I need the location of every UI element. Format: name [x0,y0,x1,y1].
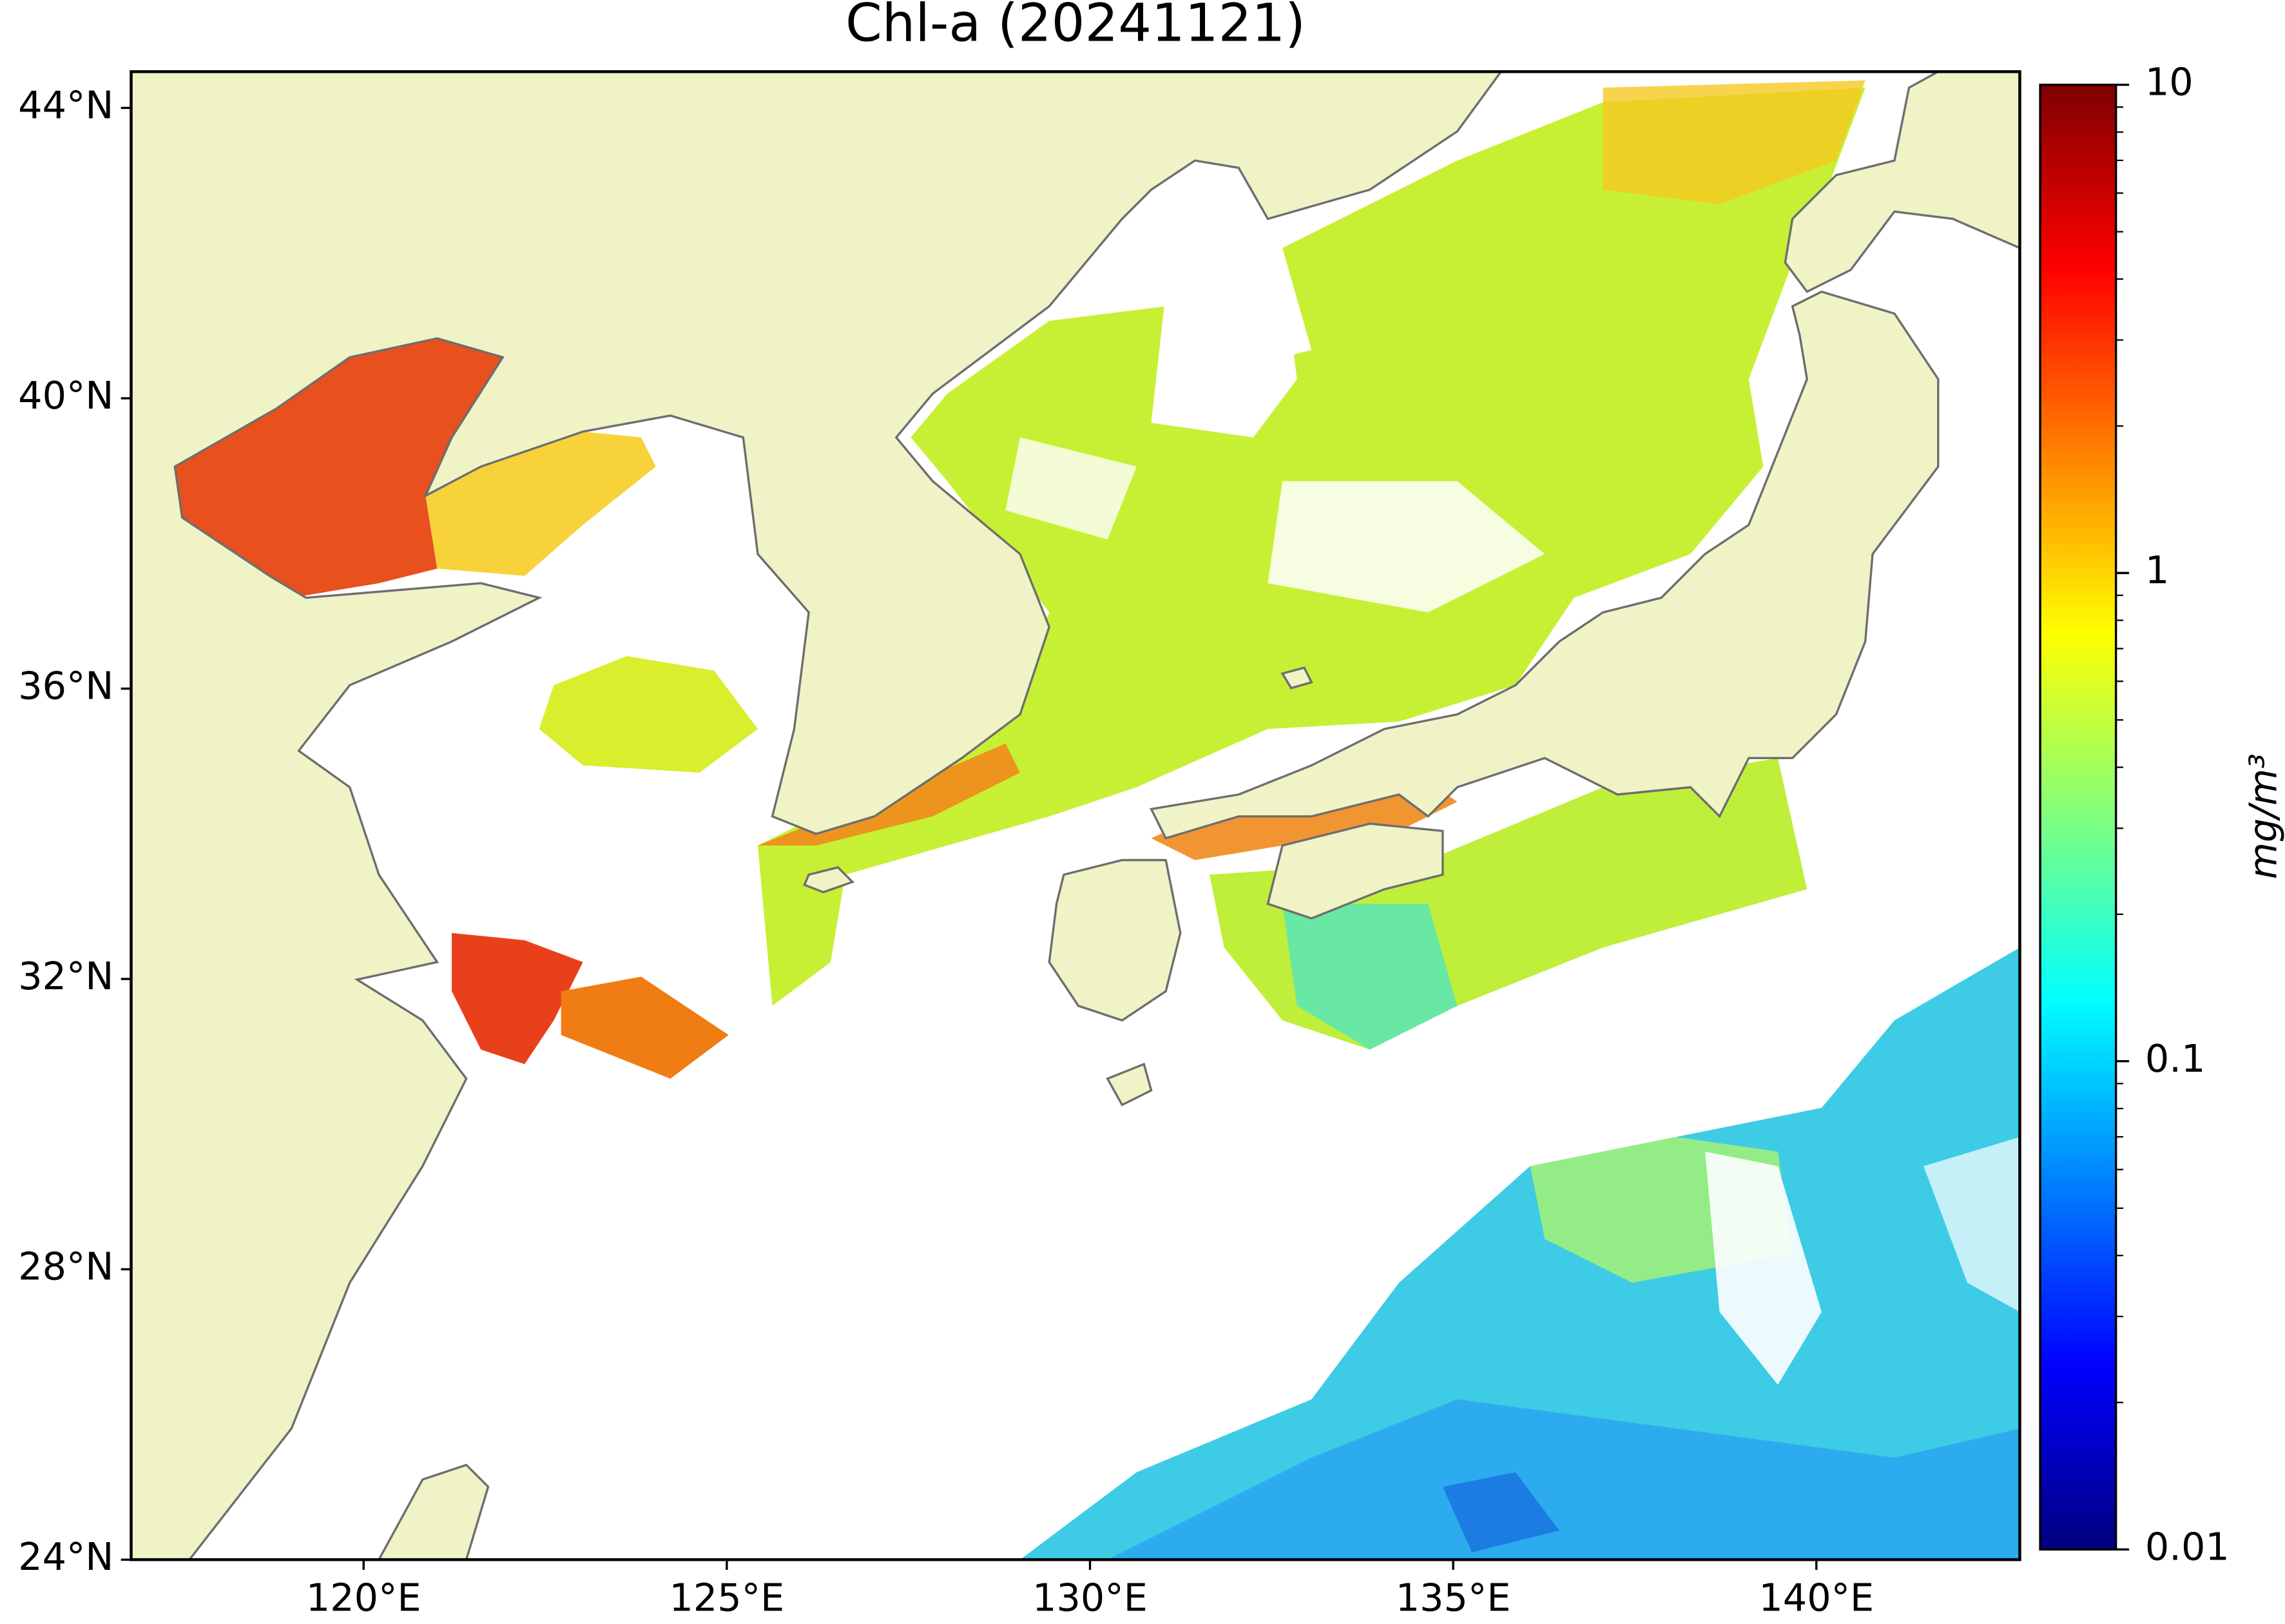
chlorophyll-patch [425,431,656,576]
map-area [131,72,2020,1560]
colorbar-label: mg/m³ [2241,753,2285,879]
colorbar-tick-label: 0.01 [2145,1524,2230,1569]
land [803,866,855,894]
chart-title: Chl-a (20241121) [845,0,1306,54]
colorbar-tick-label: 0.1 [2145,1036,2205,1081]
x-tick-label: 125°E [670,1576,785,1620]
chlorophyll-patch [1923,1137,2020,1312]
land [131,72,1503,1560]
chlorophyll-patch [1282,904,1458,1050]
chlorophyll-patch [452,933,583,1065]
plot-frame [130,70,2021,1561]
y-tick-label: 32°N [18,954,113,998]
land [378,1464,490,1560]
x-tick-label: 140°E [1759,1576,1874,1620]
chlorophyll-patch [1020,947,2020,1560]
chlorophyll-patch [1151,781,1458,860]
chlorophyll-patch [1442,1472,1559,1552]
chlorophyll-patch [1107,1399,2020,1560]
land [1150,290,1940,840]
colorbar [2039,83,2117,1551]
chlorophyll-patch [1268,481,1545,613]
y-tick-label: 36°N [18,664,113,708]
colorbar-tick-label: 1 [2145,548,2169,592]
x-tick-label: 120°E [306,1576,421,1620]
land [1784,72,2020,293]
y-tick-label: 44°N [18,83,113,128]
land [1266,822,1444,920]
chlorophyll-patch [539,656,758,773]
chlorophyll-patch [1151,262,1297,438]
land [1048,858,1182,1022]
chlorophyll-patch [175,338,503,598]
land [1106,1062,1153,1107]
chlorophyll-patch [1603,80,1866,204]
x-tick-label: 130°E [1032,1576,1148,1620]
land [1280,666,1313,690]
x-tick-label: 135°E [1396,1576,1511,1620]
chlorophyll-patch [561,976,729,1079]
y-tick-label: 24°N [18,1534,113,1579]
y-tick-label: 40°N [18,373,113,418]
chlorophyll-patch [1005,437,1137,540]
colorbar-tick-label: 10 [2145,60,2193,104]
chlorophyll-patch [1704,1151,1822,1385]
y-tick-label: 28°N [18,1244,113,1289]
